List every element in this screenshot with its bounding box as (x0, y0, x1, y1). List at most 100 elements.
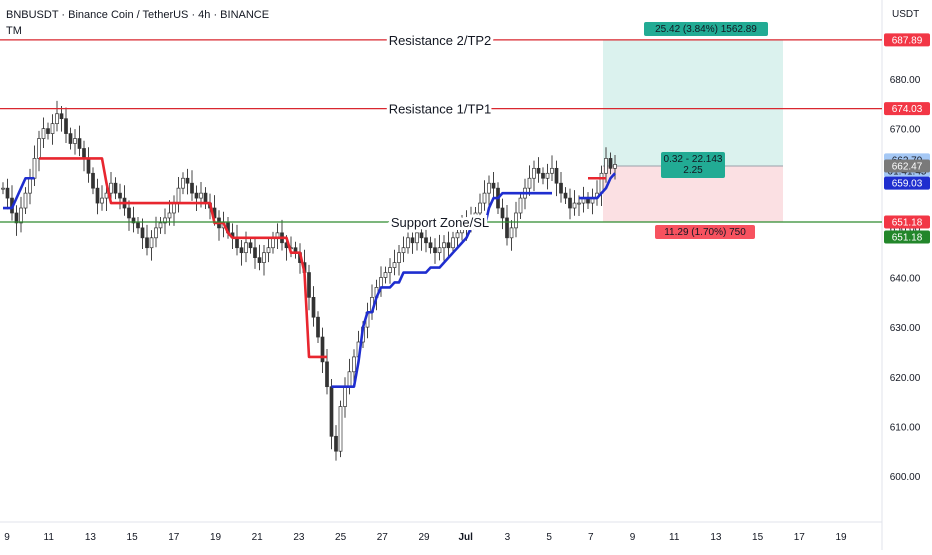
candle-body (32, 158, 37, 179)
candle-body (136, 222, 140, 229)
candle-body (568, 197, 572, 209)
candle-body (64, 118, 68, 134)
x-tick-label: 25 (335, 532, 347, 543)
trend-line-blue (3, 176, 35, 210)
candle-body (82, 148, 86, 159)
price-tag-value: 674.03 (892, 104, 923, 115)
candle-body (338, 406, 343, 452)
candle-body (437, 247, 442, 254)
candle-body (140, 227, 145, 239)
currency-label[interactable]: USDT (892, 9, 920, 20)
x-tick-label: 5 (546, 532, 552, 543)
risk-reward-badge-text: 2.25 (683, 165, 703, 176)
candle-body (266, 247, 271, 254)
x-tick-label: 29 (418, 532, 430, 543)
candle-body (383, 272, 388, 278)
candle-body (104, 192, 109, 199)
price-tag[interactable] (884, 102, 930, 116)
candle-body (127, 207, 131, 219)
x-tick-label: 19 (210, 532, 222, 543)
candle-body (325, 361, 329, 388)
symbol-title[interactable]: BNBUSDT · Binance Coin / TetherUS · 4h ·… (6, 9, 270, 21)
candle-body (271, 237, 275, 249)
candle-body (100, 197, 104, 204)
candle-body (500, 207, 505, 219)
candle-body (91, 172, 95, 189)
candle-body (59, 113, 64, 120)
price-tag-value: 687.89 (892, 35, 923, 46)
candle-body (23, 192, 28, 209)
candle-body (401, 247, 406, 254)
candle-body (460, 227, 464, 234)
candle-body (550, 167, 554, 174)
x-tick-label: 13 (710, 532, 722, 543)
candle-body (73, 138, 77, 144)
price-tag[interactable] (884, 230, 930, 244)
x-tick-label: 15 (127, 532, 139, 543)
candle-body (190, 182, 194, 194)
candle-body (329, 386, 334, 437)
candle-body (608, 158, 613, 169)
candle-body (46, 128, 50, 134)
candle-body (131, 217, 136, 224)
trend-line-blue (331, 191, 552, 388)
candle-body (113, 182, 118, 194)
candle-body (145, 237, 149, 249)
candle-body (469, 217, 473, 224)
candle-body (604, 158, 608, 174)
target-badge-text: 25.42 (3.84%) 1562.89 (655, 24, 757, 35)
candle-body (28, 177, 32, 194)
candle-body (419, 232, 424, 239)
price-tag-value: 651.18 (892, 233, 923, 244)
candle-body (487, 182, 491, 194)
candle-body (248, 242, 253, 249)
stop-badge[interactable] (655, 225, 755, 239)
candle-body (352, 356, 356, 373)
x-tick-label: 17 (168, 532, 180, 543)
indicator-name[interactable]: TM (6, 25, 22, 37)
candle-body (415, 232, 419, 244)
candle-body (244, 242, 248, 254)
x-tick-label: 11 (44, 532, 55, 543)
x-tick-label: Jul (458, 532, 473, 543)
x-tick-label: 19 (835, 532, 847, 543)
candle-body (509, 227, 514, 239)
candle-body (5, 187, 10, 199)
candle-body (379, 277, 383, 288)
candle-body (307, 272, 311, 298)
price-tag[interactable] (884, 159, 930, 173)
candle-body (68, 133, 73, 144)
candle-body (536, 167, 541, 174)
y-tick-label: 610.00 (890, 422, 921, 433)
candle-body (572, 202, 577, 209)
candle-body (514, 212, 518, 229)
x-tick-label: 27 (377, 532, 389, 543)
candle-body (239, 247, 244, 254)
candle-body (505, 217, 509, 239)
candle-body (559, 182, 563, 194)
price-tag[interactable] (884, 33, 930, 47)
candle-body (185, 177, 190, 184)
candle-body (406, 237, 410, 249)
candle-body (478, 202, 482, 214)
price-tag[interactable] (884, 215, 930, 229)
price-tag[interactable] (884, 176, 930, 190)
candle-body (334, 435, 338, 452)
candle-body (158, 222, 163, 229)
x-tick-label: 17 (794, 532, 806, 543)
candle-body (176, 187, 181, 204)
candle-body (482, 192, 487, 204)
candle-body (95, 187, 100, 204)
target-zone[interactable] (603, 39, 783, 166)
candle-body (311, 297, 316, 318)
candle-body (446, 242, 451, 249)
price-tag-value: 662.47 (892, 161, 923, 172)
candle-body (397, 252, 401, 263)
candle-body (235, 237, 239, 249)
candle-body (50, 123, 55, 134)
x-tick-label: 9 (630, 532, 636, 543)
target-badge[interactable] (644, 22, 768, 36)
risk-reward-badge[interactable] (661, 152, 725, 178)
